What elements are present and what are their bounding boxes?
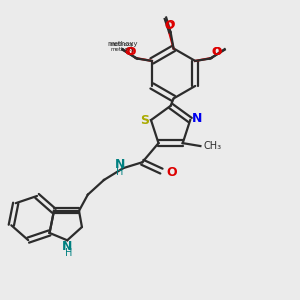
Text: N: N (191, 112, 202, 125)
Text: methoxy: methoxy (110, 47, 135, 52)
Text: O: O (213, 46, 222, 56)
Text: methoxy: methoxy (109, 42, 134, 47)
Text: methoxy: methoxy (107, 41, 138, 47)
Text: N: N (114, 158, 125, 171)
Text: O: O (166, 20, 175, 31)
Text: S: S (141, 114, 150, 127)
Text: O: O (212, 47, 221, 57)
Text: O: O (164, 21, 174, 31)
Text: H: H (65, 248, 72, 258)
Text: H: H (116, 167, 123, 177)
Text: O: O (126, 47, 135, 57)
Text: CH₃: CH₃ (204, 141, 222, 151)
Text: O: O (167, 166, 177, 179)
Text: O: O (125, 46, 134, 56)
Text: N: N (62, 240, 72, 253)
